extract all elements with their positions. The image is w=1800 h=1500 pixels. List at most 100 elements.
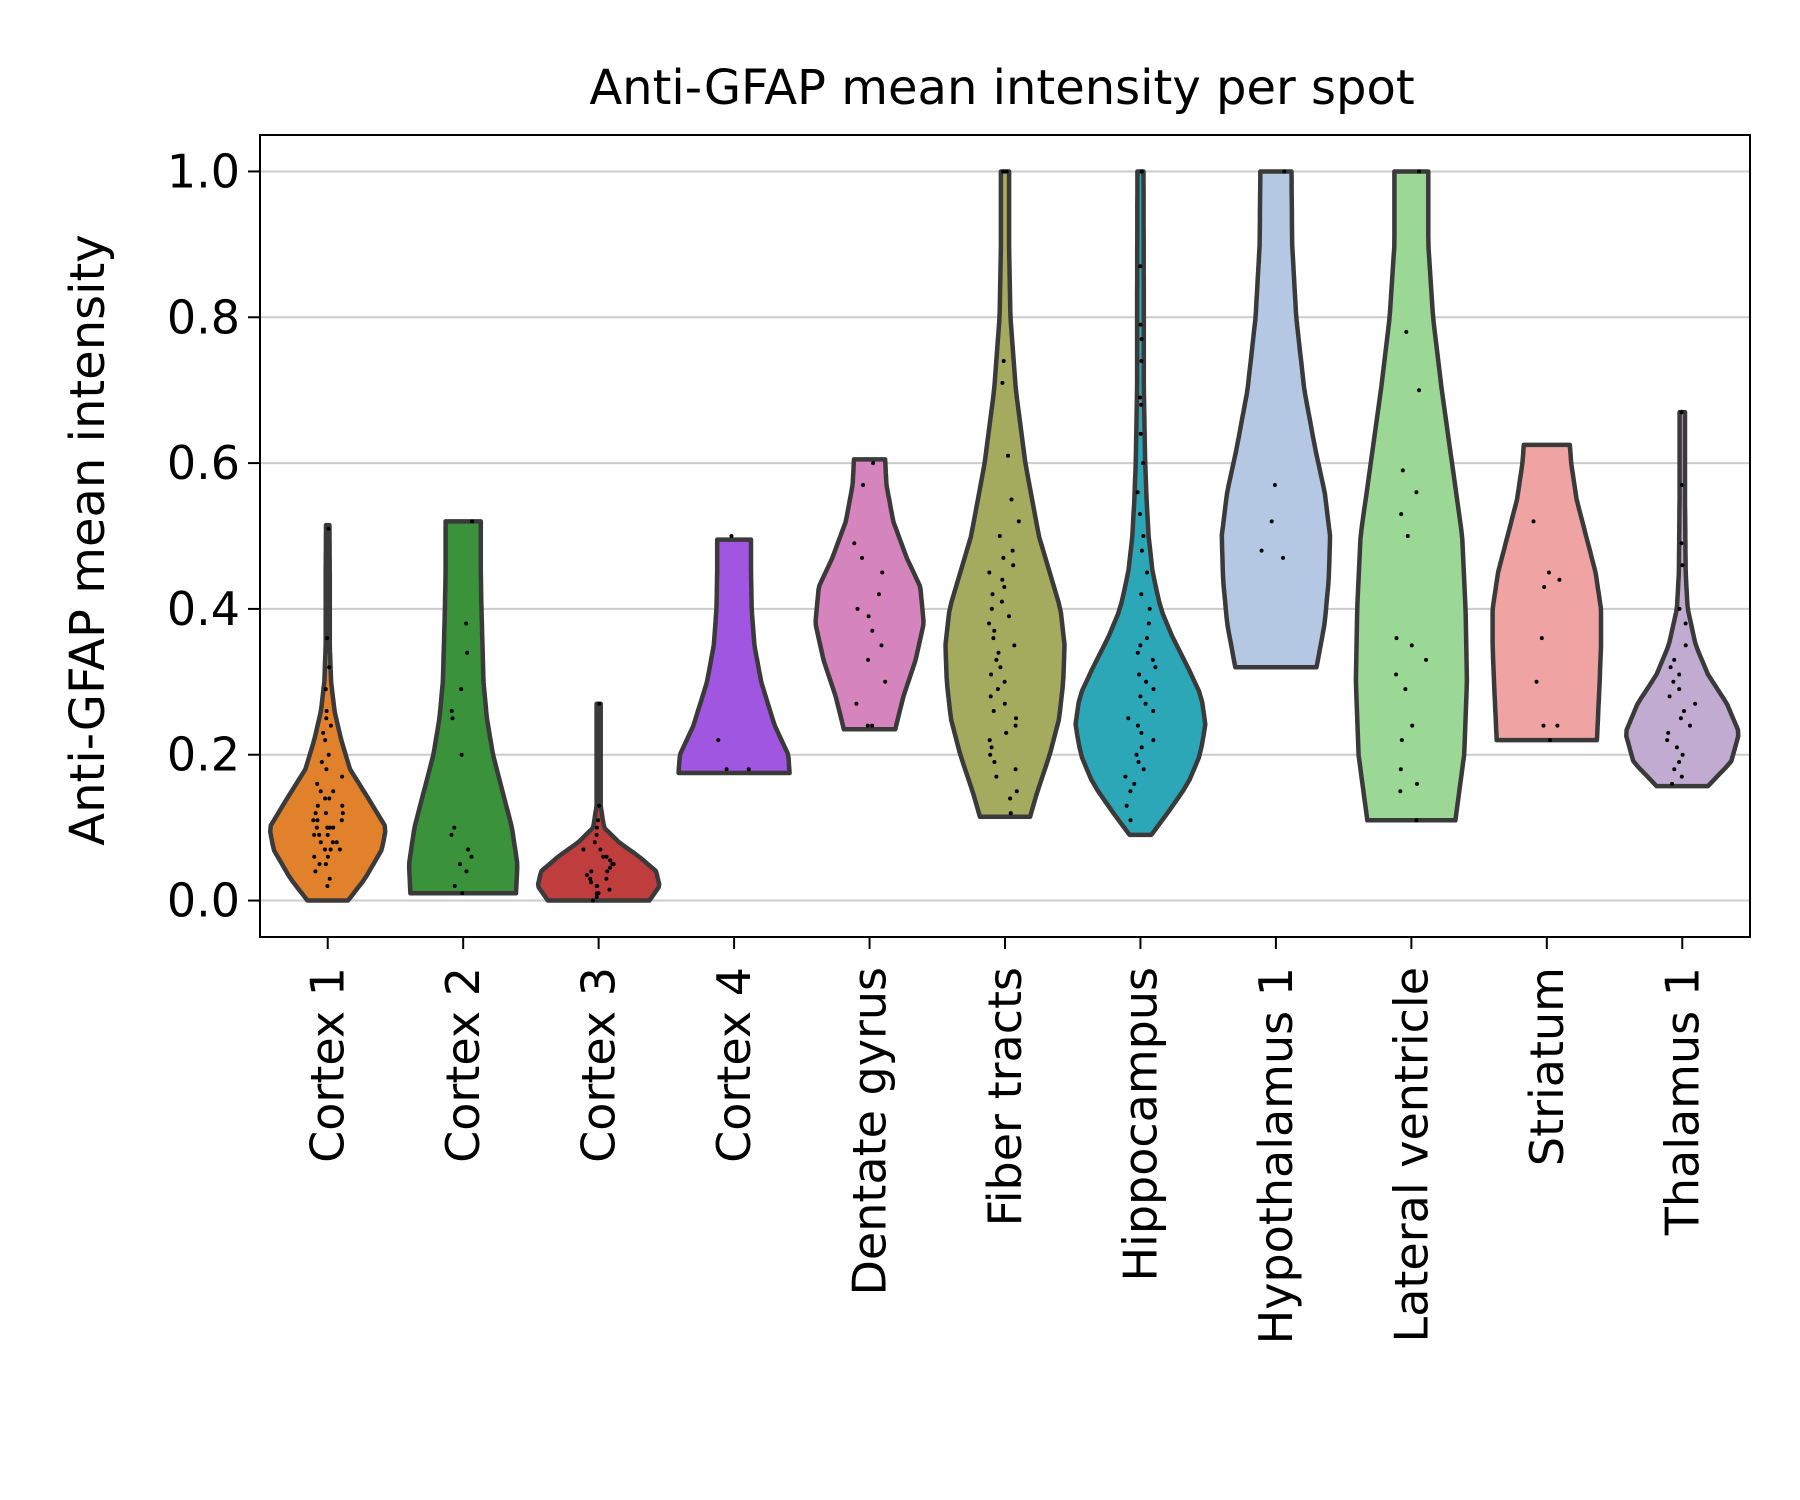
point-lateral-ventricle: [1399, 512, 1404, 517]
point-fiber-tracts: [998, 665, 1003, 670]
point-cortex-2: [470, 519, 474, 524]
violins: [267, 169, 1741, 903]
point-cortex-4: [724, 767, 729, 772]
x-tick-label-thalamus-1: Thalamus 1: [1655, 967, 1709, 1236]
point-cortex-3: [596, 818, 601, 823]
point-cortex-3: [584, 873, 589, 877]
point-hippocampus: [1124, 803, 1129, 808]
point-lateral-ventricle: [1424, 657, 1429, 662]
point-hypothalamus-1: [1269, 519, 1274, 524]
point-hippocampus: [1138, 264, 1143, 269]
point-fiber-tracts: [988, 694, 993, 699]
point-fiber-tracts: [1004, 169, 1009, 174]
point-cortex-3: [610, 862, 615, 867]
point-striatum: [1534, 679, 1539, 684]
point-fiber-tracts: [999, 599, 1004, 604]
point-hippocampus: [1139, 359, 1144, 363]
point-striatum: [1531, 519, 1536, 524]
point-dentate-gyrus: [876, 592, 881, 597]
point-hippocampus: [1139, 337, 1144, 342]
point-hippocampus: [1153, 665, 1158, 670]
x-axis-ticks: Cortex 1 Cortex 2 Cortex 3 Cortex 4 Dentate …: [301, 937, 1709, 1344]
point-cortex-1: [326, 752, 331, 757]
point-striatum: [1548, 738, 1552, 743]
point-cortex-1: [331, 789, 336, 794]
point-hippocampus: [1128, 789, 1133, 794]
point-hippocampus: [1136, 760, 1141, 764]
point-thalamus-1: [1683, 621, 1688, 626]
point-lateral-ventricle: [1414, 818, 1419, 823]
point-cortex-3: [594, 832, 599, 837]
point-cortex-3: [607, 887, 612, 892]
point-cortex-1: [323, 738, 328, 743]
point-cortex-2: [459, 687, 464, 692]
point-thalamus-1: [1674, 745, 1679, 750]
point-cortex-3: [594, 884, 599, 888]
point-fiber-tracts: [991, 636, 996, 641]
point-cortex-1: [325, 825, 330, 830]
point-hippocampus: [1140, 461, 1145, 466]
point-cortex-1: [315, 781, 320, 786]
point-fiber-tracts: [1006, 453, 1010, 458]
point-cortex-1: [312, 832, 317, 837]
point-striatum: [1542, 585, 1547, 589]
point-fiber-tracts: [1002, 679, 1007, 684]
point-cortex-3: [604, 854, 609, 859]
point-dentate-gyrus: [880, 570, 885, 575]
point-striatum: [1541, 723, 1546, 728]
point-thalamus-1: [1670, 781, 1674, 786]
point-cortex-4: [729, 534, 734, 538]
point-lateral-ventricle: [1394, 672, 1399, 677]
point-lateral-ventricle: [1398, 767, 1403, 772]
point-lateral-ventricle: [1414, 490, 1419, 495]
point-cortex-3: [608, 858, 613, 863]
point-cortex-1: [312, 854, 317, 859]
point-cortex-1: [317, 862, 322, 867]
point-cortex-1: [325, 884, 330, 888]
point-striatum: [1547, 570, 1551, 575]
point-fiber-tracts: [1000, 380, 1005, 385]
point-hippocampus: [1147, 606, 1152, 611]
point-fiber-tracts: [994, 657, 999, 662]
point-cortex-1: [340, 774, 345, 779]
y-tick-label: 0.8: [167, 290, 240, 344]
point-cortex-3: [589, 869, 594, 874]
point-hippocampus: [1151, 709, 1156, 713]
point-hippocampus: [1132, 781, 1137, 786]
point-hippocampus: [1141, 534, 1146, 538]
point-cortex-3: [594, 825, 599, 830]
point-lateral-ventricle: [1410, 723, 1415, 728]
point-fiber-tracts: [1013, 723, 1018, 728]
point-cortex-2: [458, 862, 462, 867]
point-thalamus-1: [1677, 687, 1682, 692]
point-cortex-3: [581, 847, 586, 852]
point-cortex-1: [324, 716, 329, 721]
point-cortex-1: [325, 854, 330, 859]
point-fiber-tracts: [1000, 577, 1005, 582]
point-cortex-3: [594, 894, 599, 899]
point-lateral-ventricle: [1403, 687, 1408, 692]
point-lateral-ventricle: [1398, 789, 1403, 794]
point-fiber-tracts: [1012, 643, 1017, 648]
point-cortex-1: [313, 811, 318, 816]
point-cortex-1: [328, 847, 333, 852]
x-tick-label-dentate-gyrus: Dentate gyrus: [843, 967, 897, 1296]
point-striatum: [1555, 723, 1560, 728]
point-hippocampus: [1135, 650, 1140, 655]
violin-lateral-ventricle: [1353, 169, 1470, 823]
point-fiber-tracts: [989, 672, 994, 677]
point-cortex-1: [327, 876, 332, 881]
point-thalamus-1: [1666, 730, 1671, 735]
point-lateral-ventricle: [1404, 329, 1409, 334]
point-hippocampus: [1139, 169, 1144, 174]
x-tick-label-lateral-ventricle: Lateral ventricle: [1384, 967, 1438, 1342]
point-thalamus-1: [1672, 657, 1677, 662]
point-thalamus-1: [1671, 679, 1676, 684]
point-lateral-ventricle: [1409, 643, 1414, 648]
y-tick-label: 1.0: [167, 144, 240, 198]
point-cortex-1: [311, 818, 316, 823]
point-dentate-gyrus: [865, 723, 870, 728]
point-dentate-gyrus: [860, 555, 864, 560]
point-thalamus-1: [1672, 767, 1677, 772]
